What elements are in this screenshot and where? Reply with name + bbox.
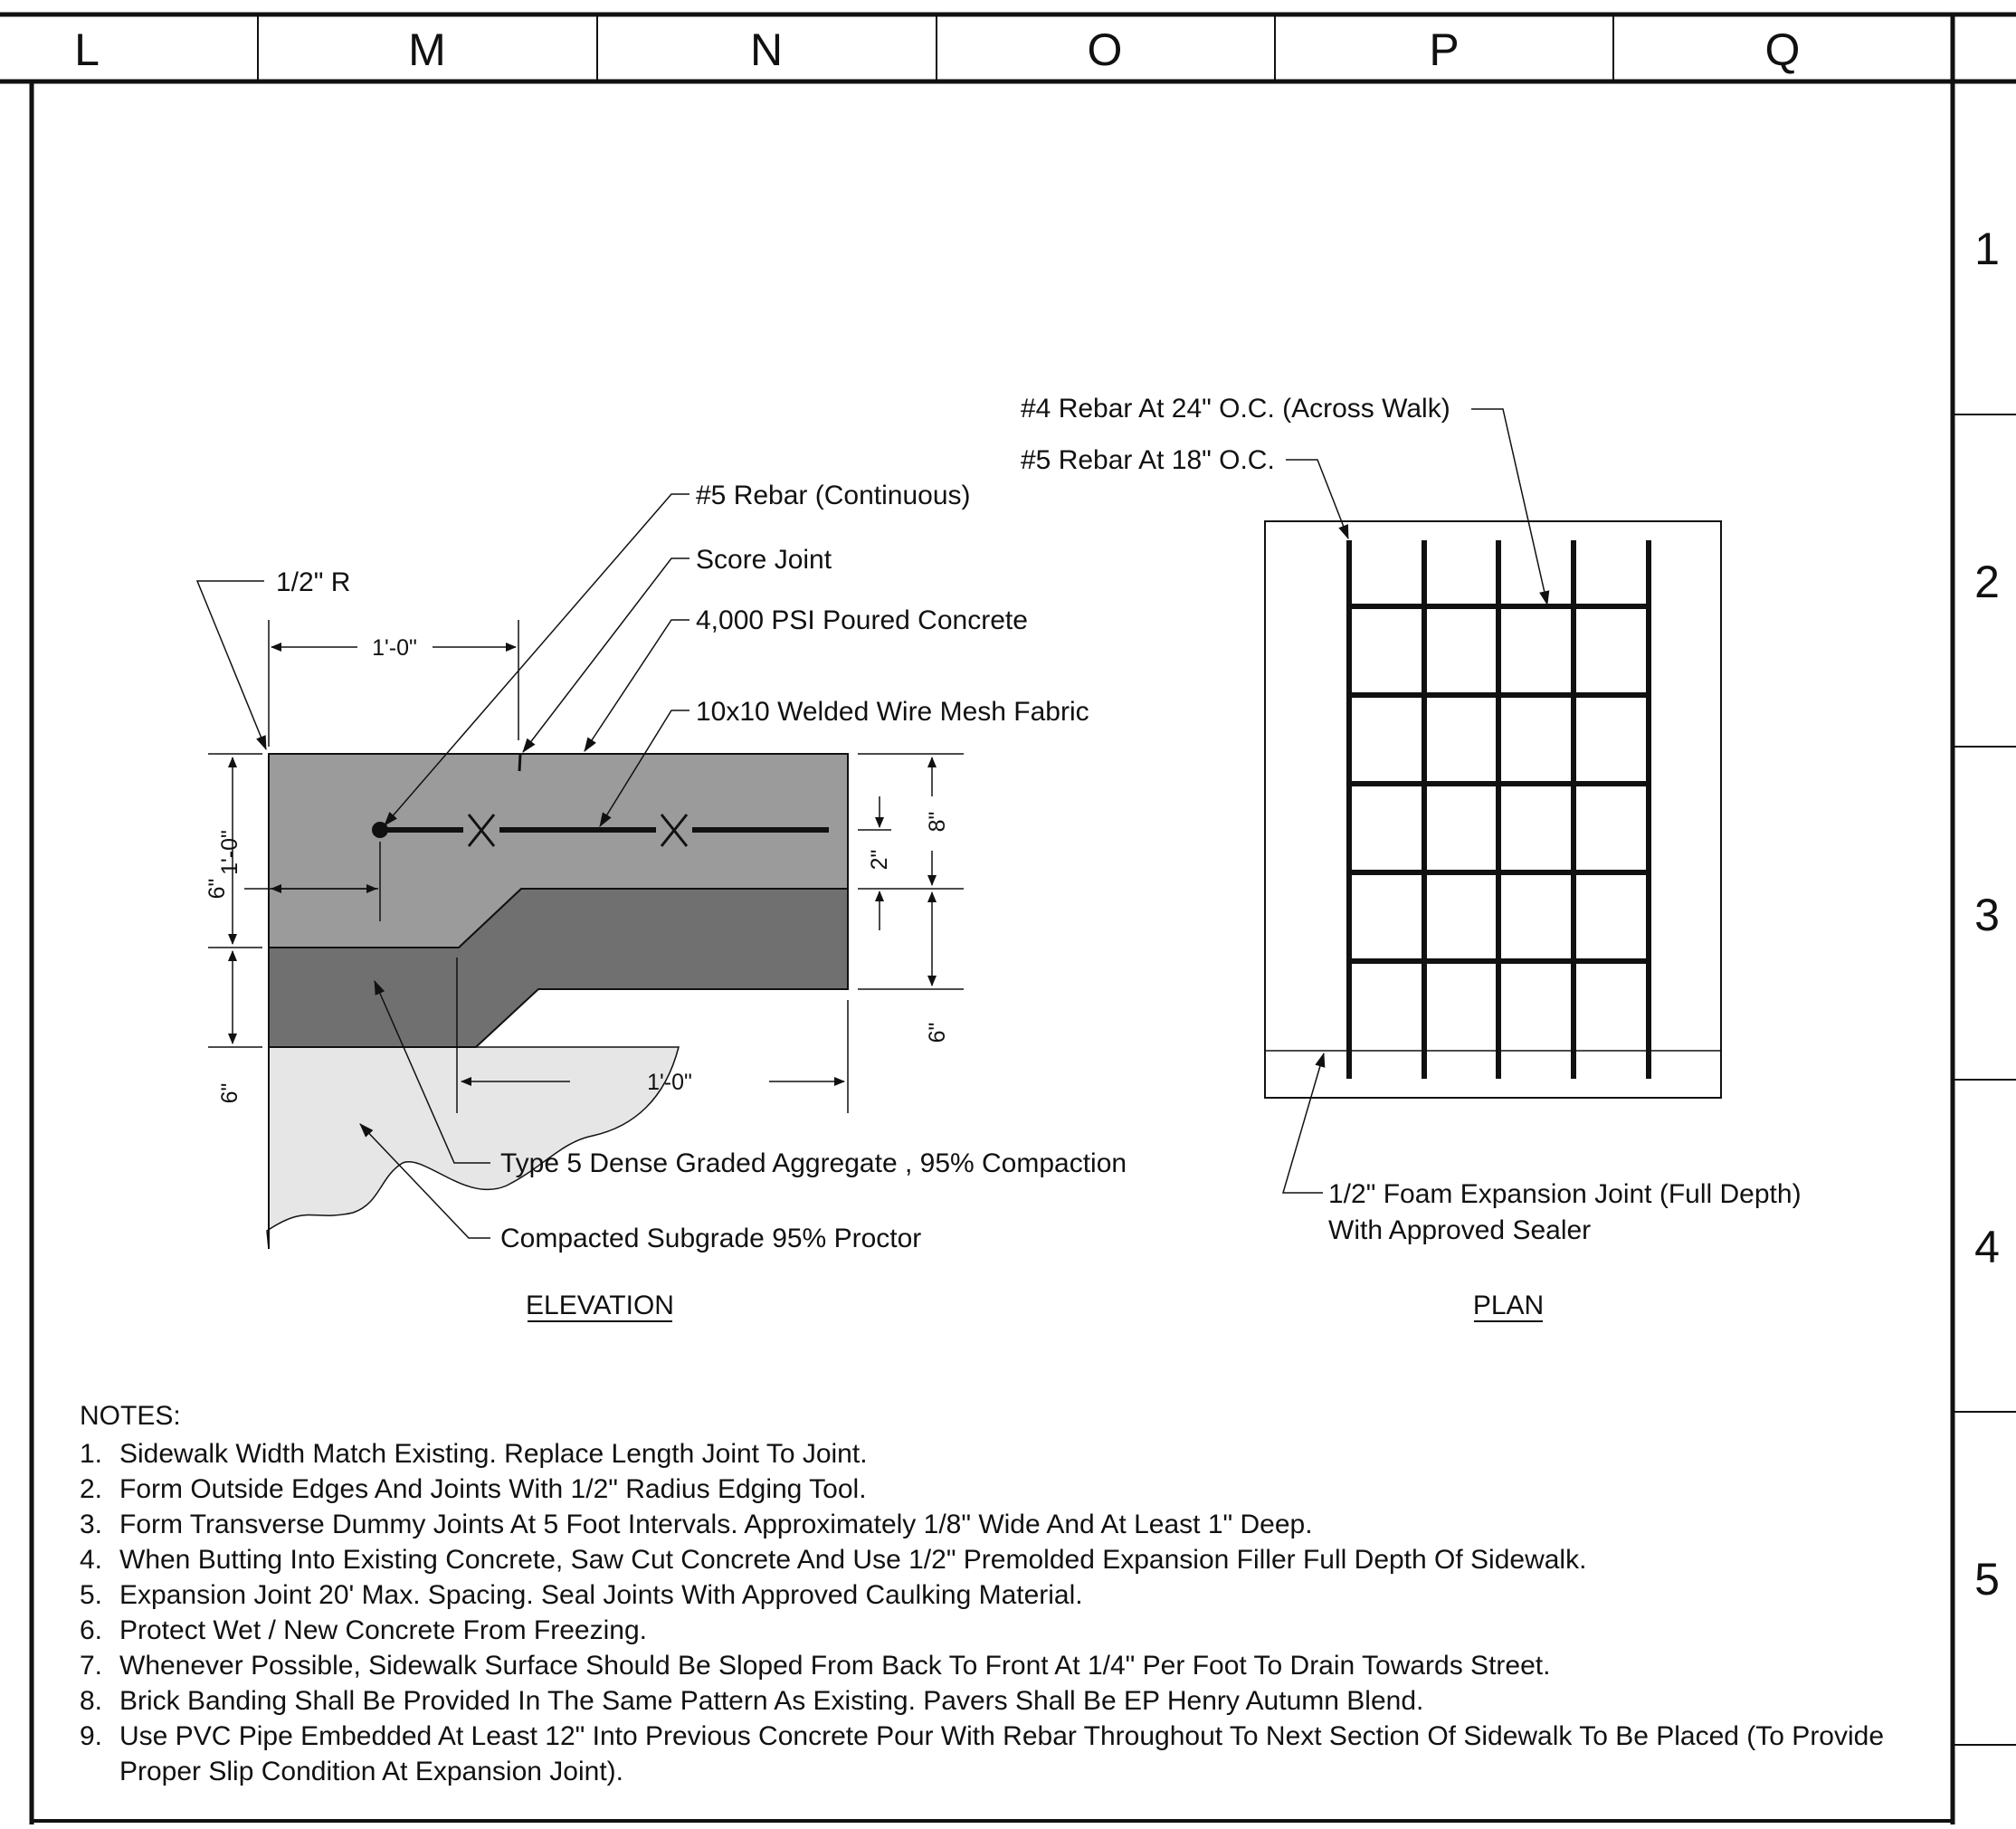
aggregate-label: Type 5 Dense Graded Aggregate , 95% Comp… [500,1148,1127,1178]
elevation-title: ELEVATION [526,1291,674,1320]
notes-list: 1. Sidewalk Width Match Existing. Replace… [80,1436,1916,1789]
note-number: 4. [80,1545,103,1575]
column-label-n: N [750,24,783,75]
plan-view: #4 Rebar At 24" O.C. (Across Walk) #5 Re… [1021,394,1802,1322]
note-text: Sidewalk Width Match Existing. Replace L… [119,1439,868,1469]
row-label-3: 3 [1974,890,2000,940]
row-label-4: 4 [1974,1222,2000,1272]
score-joint-label: Score Joint [696,545,832,575]
plan-rebar-grid [1346,540,1651,1079]
elevation-dimensions [208,620,964,1113]
radius-label: 1/2" R [276,567,350,597]
notes-heading: NOTES: [80,1401,181,1431]
row-labels: 1 2 3 4 5 [1974,224,2000,1605]
rebar-continuous-label: #5 Rebar (Continuous) [696,481,971,510]
note-text: Expansion Joint 20' Max. Spacing. Seal J… [119,1580,1083,1610]
dim-rebar-offset: 6" [204,879,230,900]
note-number: 7. [80,1651,103,1681]
elevation-view: 1/2" R #5 Rebar (Continuous) Score Joint… [195,481,1127,1322]
note-number: 9. [80,1721,103,1751]
expansion-joint-label-line1: 1/2" Foam Expansion Joint (Full Depth) [1328,1179,1802,1209]
note-item: 7. Whenever Possible, Sidewalk Surface Sh… [80,1648,1916,1683]
note-text: Form Transverse Dummy Joints At 5 Foot I… [119,1510,1313,1539]
dim-top-width: 1'-0" [372,635,417,661]
note-text: When Butting Into Existing Concrete, Saw… [119,1545,1587,1575]
column-label-q: Q [1765,24,1801,75]
score-joint-mark [518,753,522,772]
plan-title: PLAN [1473,1291,1544,1320]
row-label-2: 2 [1974,557,2000,607]
subgrade-fill [266,1046,680,1250]
note-item: 3. Form Transverse Dummy Joints At 5 Foot… [80,1507,1916,1542]
note-text: Brick Banding Shall Be Provided In The S… [119,1686,1424,1716]
plan-labels: #4 Rebar At 24" O.C. (Across Walk) #5 Re… [1021,394,1802,1245]
note-item: 8. Brick Banding Shall Be Provided In The… [80,1683,1916,1719]
row-label-5: 5 [1974,1554,2000,1605]
notes-section: NOTES: 1. Sidewalk Width Match Existing. … [80,1398,1916,1789]
dim-bottom-width: 1'-0" [647,1070,692,1095]
column-label-o: O [1088,24,1123,75]
note-item: 4. When Butting Into Existing Concrete, S… [80,1542,1916,1577]
rebar-5-label: #5 Rebar At 18" O.C. [1021,445,1275,475]
elevation-labels: 1/2" R #5 Rebar (Continuous) Score Joint… [276,481,1127,1253]
note-number: 2. [80,1474,103,1504]
note-text: Protect Wet / New Concrete From Freezing… [119,1615,647,1645]
expansion-joint-label-line2: With Approved Sealer [1328,1215,1591,1245]
wire-mesh-label: 10x10 Welded Wire Mesh Fabric [696,697,1089,727]
concrete-label: 4,000 PSI Poured Concrete [696,605,1028,635]
sheet-frame [0,12,2016,1824]
note-item: 9. Use PVC Pipe Embedded At Least 12" Int… [80,1719,1916,1789]
mesh-cross-1 [463,812,499,848]
subgrade-label: Compacted Subgrade 95% Proctor [500,1224,921,1253]
column-label-m: M [408,24,446,75]
note-text: Form Outside Edges And Joints With 1/2" … [119,1474,867,1504]
plan-outline [1264,520,1722,1099]
note-text: Use PVC Pipe Embedded At Least 12" Into … [119,1721,1885,1786]
plan-leaders [1281,408,1550,1194]
note-item: 5. Expansion Joint 20' Max. Spacing. Seal… [80,1577,1916,1613]
note-item: 6. Protect Wet / New Concrete From Freezi… [80,1613,1916,1648]
note-item: 1. Sidewalk Width Match Existing. Replace… [80,1436,1916,1472]
column-labels: L M N O P Q [74,24,1800,75]
column-label-p: P [1429,24,1459,75]
note-number: 1. [80,1439,103,1469]
note-number: 5. [80,1580,103,1610]
dim-right-lower: 6" [925,1023,950,1043]
column-label-l: L [74,24,100,75]
mesh-cross-2 [656,812,692,848]
concrete-slab [268,753,849,948]
rebar-4-label: #4 Rebar At 24" O.C. (Across Walk) [1021,394,1450,424]
note-number: 8. [80,1686,103,1716]
note-number: 6. [80,1615,103,1645]
elevation-dimension-text: 1'-0" 1'-0" 1'-0" 6" 6" 8" 2" 6" [204,635,950,1103]
dim-right-cover: 2" [867,850,892,871]
dim-left-height: 1'-0" [217,830,242,875]
dim-left-lower: 6" [217,1083,242,1104]
row-label-1: 1 [1974,224,2000,274]
dim-right-top: 8" [925,812,950,833]
note-number: 3. [80,1510,103,1539]
note-item: 2. Form Outside Edges And Joints With 1/2… [80,1472,1916,1507]
note-text: Whenever Possible, Sidewalk Surface Shou… [119,1651,1551,1681]
elevation-leaders [195,493,689,1239]
